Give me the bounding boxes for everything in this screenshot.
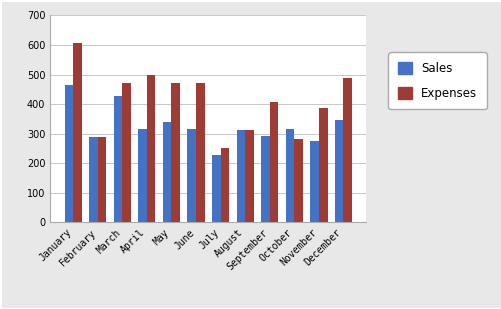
Bar xyxy=(187,129,196,222)
Bar xyxy=(294,139,302,222)
Bar xyxy=(162,122,171,222)
Bar xyxy=(310,141,318,222)
Bar xyxy=(73,43,82,222)
Bar xyxy=(261,136,269,222)
Bar xyxy=(147,74,155,222)
Bar xyxy=(138,129,147,222)
Legend: Sales, Expenses: Sales, Expenses xyxy=(387,53,486,109)
Bar xyxy=(65,85,73,222)
Bar xyxy=(343,78,351,222)
Bar xyxy=(114,96,122,222)
Bar xyxy=(236,130,244,222)
Bar xyxy=(285,129,294,222)
Bar xyxy=(171,83,180,222)
Bar xyxy=(220,148,229,222)
Bar xyxy=(98,137,106,222)
Bar xyxy=(244,130,254,222)
Bar xyxy=(196,83,204,222)
Bar xyxy=(89,137,98,222)
Bar xyxy=(318,108,327,222)
Bar xyxy=(269,102,278,222)
Bar xyxy=(334,120,343,222)
Bar xyxy=(122,83,131,222)
Bar xyxy=(211,155,220,222)
